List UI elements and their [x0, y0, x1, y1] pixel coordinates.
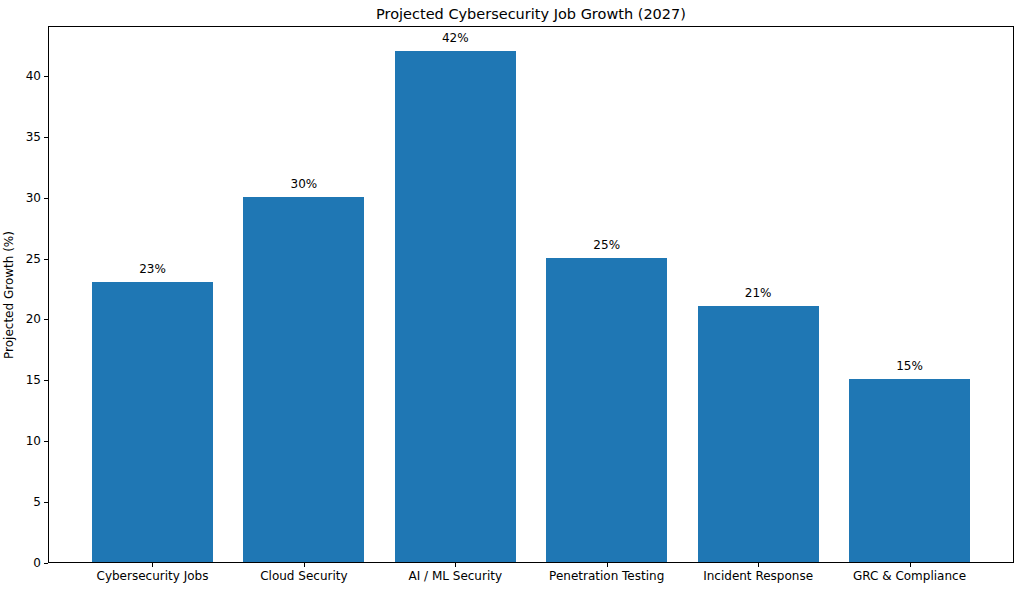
y-tick-mark [44, 198, 48, 199]
bar [849, 379, 970, 562]
bar [92, 282, 213, 562]
x-tick-mark [607, 563, 608, 567]
chart-title: Projected Cybersecurity Job Growth (2027… [231, 6, 831, 23]
x-tick-label: GRC & Compliance [810, 569, 1010, 584]
y-tick-mark [44, 502, 48, 503]
bar [243, 197, 364, 562]
y-tick-label: 25 [0, 252, 41, 266]
y-tick-mark [44, 441, 48, 442]
y-tick-mark [44, 76, 48, 77]
y-tick-mark [44, 563, 48, 564]
y-tick-label: 0 [0, 556, 41, 570]
x-tick-mark [152, 563, 153, 567]
x-tick-mark [304, 563, 305, 567]
bar [698, 306, 819, 562]
bar-value-label: 25% [547, 238, 667, 253]
bar-value-label: 30% [244, 177, 364, 192]
x-tick-mark [758, 563, 759, 567]
bar-value-label: 23% [92, 262, 212, 277]
bar-value-label: 42% [395, 31, 515, 46]
bar-value-label: 21% [698, 286, 818, 301]
y-tick-mark [44, 137, 48, 138]
bar-value-label: 15% [850, 359, 970, 374]
x-tick-mark [910, 563, 911, 567]
y-tick-mark [44, 259, 48, 260]
x-tick-mark [455, 563, 456, 567]
y-tick-label: 30 [0, 191, 41, 205]
bar [546, 258, 667, 562]
y-tick-label: 35 [0, 130, 41, 144]
y-tick-mark [44, 380, 48, 381]
y-tick-label: 20 [0, 312, 41, 326]
y-tick-label: 15 [0, 373, 41, 387]
y-tick-label: 5 [0, 495, 41, 509]
bar-chart-figure: Projected Cybersecurity Job Growth (2027… [0, 0, 1024, 593]
y-tick-label: 10 [0, 434, 41, 448]
plot-area [48, 26, 1014, 563]
bar [395, 51, 516, 562]
y-tick-label: 40 [0, 69, 41, 83]
y-tick-mark [44, 319, 48, 320]
